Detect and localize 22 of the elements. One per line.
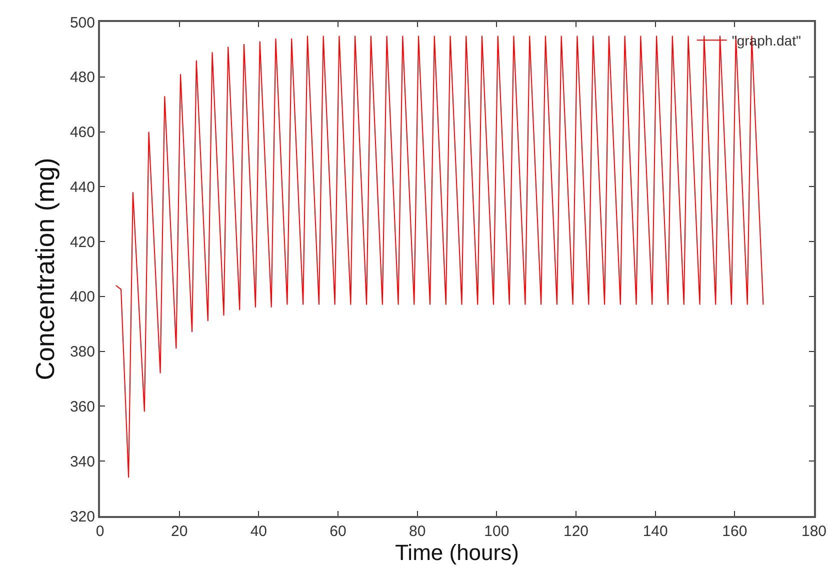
x-tick-label: 140 [642,523,668,540]
x-tick-label: 40 [250,523,268,540]
y-tick-label: 480 [70,69,95,86]
y-tick-label: 440 [70,178,95,196]
y-tick-label: 420 [70,234,95,251]
y-tick-label: 360 [70,398,95,416]
y-axis-title: Concentration (mg) [30,158,60,380]
x-tick-label: 60 [330,523,346,540]
y-tick-label: 400 [70,288,95,306]
y-tick-label: 380 [70,344,95,361]
y-tick-label: 460 [70,124,95,142]
x-tick-label: 0 [96,523,104,540]
x-tick-label: 120 [563,523,589,540]
y-tick-label: 340 [70,453,95,470]
x-axis-title: Time (hours) [395,540,519,565]
x-tick-label: 20 [170,523,188,540]
x-tick-label: 80 [408,523,426,540]
x-tick-label: 100 [484,523,510,540]
y-tick-label: 500 [70,14,95,32]
y-tick-label: 320 [70,508,95,526]
x-tick-label: 160 [722,523,748,540]
x-tick-label: 180 [801,523,827,540]
